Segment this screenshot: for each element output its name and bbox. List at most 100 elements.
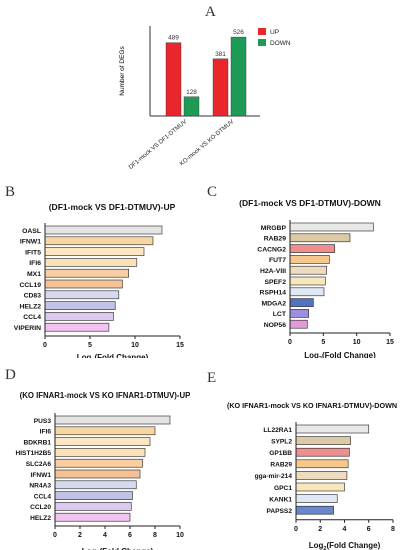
x-tick-label: 2	[78, 532, 82, 539]
x-tick-label: 0	[288, 339, 292, 346]
category-label: IFNW1	[20, 239, 41, 246]
bar	[54, 458, 143, 468]
bar	[289, 255, 330, 264]
bar	[295, 447, 350, 457]
category-label: IFNW1	[30, 472, 51, 479]
category-label: MDGA2	[261, 300, 286, 307]
bar	[289, 309, 309, 318]
ko-down-chart: (KO IFNAR1-mock VS KO IFNAR1-DTMUV)-DOWN…	[227, 401, 397, 550]
bar	[289, 298, 314, 307]
category-label: PUS3	[34, 418, 52, 425]
bar	[295, 424, 370, 434]
category-label: LL22RA1	[263, 427, 292, 434]
panel-letter-c: C	[207, 184, 218, 200]
legend-swatch-down	[258, 39, 266, 46]
bar	[54, 512, 131, 522]
bar-up	[212, 58, 229, 117]
category-label: SPEF2	[264, 279, 286, 286]
ko-up-chart: (KO IFNAR1-mock VS KO IFNAR1-DTMUV)-UP PU…	[15, 391, 191, 550]
y-axis-label: Number of DEGs	[119, 46, 126, 96]
chart-title: (KO IFNAR1-mock VS KO IFNAR1-DTMUV)-UP	[20, 391, 191, 400]
category-label: IFIT5	[25, 249, 41, 256]
bar	[295, 482, 345, 492]
chart-title: (DF1-mock VS DF1-DTMUV)-UP	[49, 202, 176, 212]
category-label: HELZ2	[30, 515, 51, 522]
bar	[289, 265, 327, 275]
x-tick-label: 10	[131, 342, 139, 349]
panel-letter-b: B	[5, 184, 16, 200]
bar	[54, 502, 132, 511]
category-label: IFI6	[40, 429, 52, 436]
category-label: SYPL2	[271, 438, 292, 445]
bar-down	[230, 36, 247, 117]
x-axis-label: Log2(Fold Change)	[304, 351, 376, 358]
bar	[289, 222, 374, 232]
category-label: NOP56	[264, 322, 287, 329]
category-label: KO-mock VS KO-DTMUV	[179, 119, 235, 168]
bar	[295, 436, 351, 445]
category-label: HIST1H2B5	[15, 450, 51, 457]
category-label: CCL4	[23, 314, 41, 321]
x-tick-label: 2	[318, 526, 322, 533]
category-label: VIPERIN	[14, 325, 41, 332]
data-label: 128	[186, 89, 197, 96]
category-label: OASL	[22, 228, 41, 235]
category-label: gga-mir-214	[255, 473, 293, 480]
bar	[295, 459, 349, 469]
x-tick-label: 8	[391, 526, 395, 533]
bar	[54, 415, 171, 425]
bar	[54, 469, 141, 479]
x-tick-label: 4	[103, 532, 107, 539]
category-label: KANK1	[269, 496, 292, 503]
category-label: LCT	[273, 311, 287, 318]
x-tick-label: 10	[353, 339, 361, 346]
category-label: IFI6	[29, 260, 41, 267]
x-tick-label: 6	[367, 526, 371, 533]
bar-up	[165, 42, 182, 117]
bar	[289, 244, 335, 253]
chart-title: (KO IFNAR1-mock VS KO IFNAR1-DTMUV)-DOWN	[227, 401, 397, 410]
bar	[295, 505, 334, 515]
data-label: 381	[215, 51, 226, 58]
bar	[44, 322, 110, 332]
category-label: FUT7	[269, 257, 286, 264]
category-label: GP1BB	[269, 450, 292, 457]
bar	[289, 319, 308, 329]
category-label: RAB29	[264, 236, 287, 243]
chart-title: (DF1-mock VS DF1-DTMUV)-DOWN	[239, 198, 381, 208]
bar	[44, 290, 120, 300]
bar	[54, 448, 146, 457]
x-tick-label: 8	[153, 532, 157, 539]
category-label: RSPH14	[260, 290, 287, 297]
x-tick-label: 5	[88, 342, 92, 349]
df1-up-chart: (DF1-mock VS DF1-DTMUV)-UP OASL IFNW1 IFIT5…	[14, 202, 184, 358]
bar	[295, 494, 338, 503]
panel-letter-e: E	[207, 370, 217, 386]
x-axis-label: Log2(Fold Change)	[82, 547, 154, 550]
bar	[54, 426, 156, 436]
bar	[44, 236, 154, 246]
panel-letter-d: D	[5, 367, 16, 383]
category-label: CCL4	[34, 493, 52, 500]
category-label: PAPSS2	[266, 508, 292, 515]
data-label: 489	[168, 35, 179, 42]
panel-letter-a: A	[205, 4, 216, 20]
x-tick-label: 4	[343, 526, 347, 533]
category-label: H2A-VIII	[260, 268, 286, 275]
bar	[54, 480, 137, 490]
x-axis-label: Log2(Fold Change)	[77, 353, 149, 358]
category-label: SLC2A6	[26, 461, 52, 468]
bar	[44, 258, 138, 267]
bar	[54, 437, 151, 446]
category-label: HELZ2	[19, 303, 41, 310]
bar	[44, 279, 123, 289]
category-label: CD83	[24, 293, 42, 300]
bar	[44, 225, 163, 235]
category-label: BDKRB1	[24, 439, 52, 446]
x-tick-label: 10	[176, 532, 184, 539]
bar	[44, 312, 114, 321]
bar	[44, 247, 145, 256]
df1-down-chart: (DF1-mock VS DF1-DTMUV)-DOWN MRGBP RAB29 CA…	[239, 198, 394, 358]
x-tick-label: 15	[176, 342, 184, 349]
category-label: CCL20	[30, 504, 51, 511]
